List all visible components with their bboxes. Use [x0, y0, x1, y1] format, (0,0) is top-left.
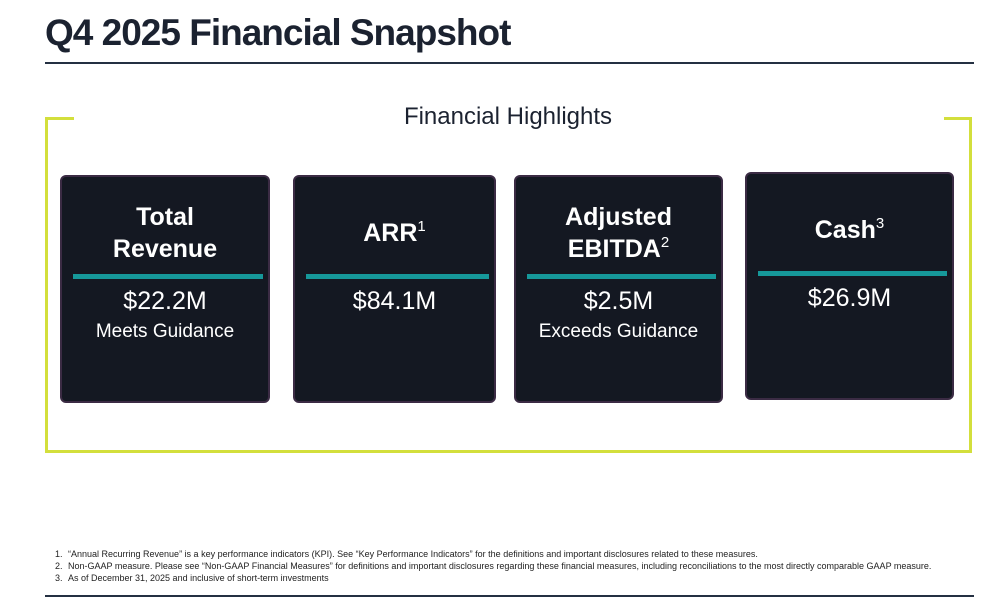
frame-bottom [45, 450, 972, 453]
card-value: $84.1M [352, 287, 437, 315]
frame-top-right [944, 117, 972, 120]
card-title-box: Adjusted EBITDA2 [516, 189, 721, 277]
card-value: $26.9M [807, 284, 892, 312]
card-title: Total Revenue [112, 203, 218, 263]
card-divider [758, 271, 947, 276]
kpi-card: Cash3 $26.9M [745, 172, 954, 400]
card-divider [306, 274, 489, 279]
kpi-card: Total Revenue $22.2M Meets Guidance [60, 175, 270, 403]
frame-left [45, 117, 48, 453]
card-value: $2.5M [583, 287, 654, 315]
footnote: 3. As of December 31, 2025 and inclusive … [55, 573, 329, 583]
footnote-text: As of December 31, 2025 and inclusive of… [68, 573, 329, 583]
card-value: $22.2M [123, 287, 207, 315]
card-title: Cash3 [814, 215, 885, 244]
footnote: 1. “Annual Recurring Revenue” is a key pe… [55, 549, 758, 559]
card-title-box: ARR1 [295, 189, 494, 277]
card-title: Adjusted EBITDA2 [565, 203, 672, 263]
footer-rule [45, 595, 974, 597]
footnote-text: Non-GAAP measure. Please see “Non-GAAP F… [68, 561, 932, 571]
card-footnote-ref: 2 [660, 234, 670, 251]
card-note: Exceeds Guidance [538, 321, 699, 342]
card-footnote-ref: 1 [417, 218, 426, 235]
footnote-marker: 2. [55, 561, 63, 571]
frame-right [969, 117, 972, 453]
footnote-marker: 3. [55, 573, 63, 583]
footnote: 2. Non-GAAP measure. Please see “Non-GAAP… [55, 561, 931, 571]
kpi-card: Adjusted EBITDA2 $2.5M Exceeds Guidance [514, 175, 723, 403]
card-divider [73, 274, 263, 279]
slide-title: Q4 2025 Financial Snapshot [45, 12, 511, 53]
kpi-card: ARR1 $84.1M [293, 175, 496, 403]
frame-top-left [45, 117, 74, 120]
card-title: ARR1 [363, 218, 426, 247]
card-divider [527, 274, 716, 279]
card-title-box: Cash3 [747, 186, 952, 274]
footnote-marker: 1. [55, 549, 63, 559]
card-note: Meets Guidance [95, 321, 235, 342]
card-footnote-ref: 3 [875, 215, 885, 232]
title-rule [45, 62, 974, 64]
footnote-text: “Annual Recurring Revenue” is a key perf… [68, 549, 758, 559]
section-title: Financial Highlights [403, 103, 613, 130]
card-title-box: Total Revenue [62, 189, 268, 277]
